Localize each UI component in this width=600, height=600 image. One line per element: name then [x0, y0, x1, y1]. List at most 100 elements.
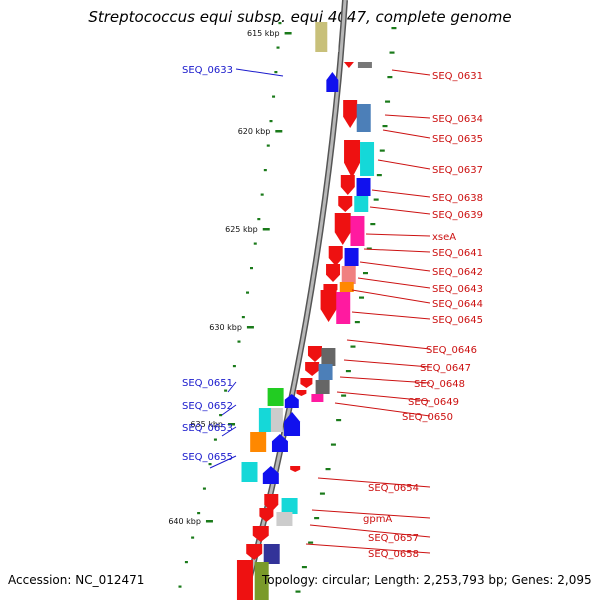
gene-arrow-reverse — [307, 346, 322, 362]
gene-arrow-reverse — [334, 213, 351, 245]
major-tick — [228, 423, 236, 426]
gene-label: SEQ_0649 — [408, 397, 459, 408]
leader-line — [235, 68, 284, 77]
kbp-marker-label: 630 kbp — [209, 323, 242, 332]
gene-label: SEQ_0658 — [368, 549, 419, 560]
topology-text: Topology: circular; Length: 2,253,793 bp… — [262, 573, 592, 587]
inner-tick — [253, 242, 257, 245]
inner-tick — [263, 169, 267, 172]
gene-block — [270, 408, 283, 432]
gene-label: SEQ_0645 — [432, 315, 483, 326]
gene-label: SEQ_0651 — [182, 378, 233, 389]
gene-block — [336, 292, 351, 324]
inner-tick — [249, 267, 253, 270]
outer-tick — [382, 125, 388, 128]
leader-line — [359, 261, 431, 272]
outer-tick — [359, 296, 365, 299]
gene-arrow-reverse — [296, 390, 307, 396]
gene-arrow-forward — [271, 434, 288, 452]
gene-block — [328, 22, 339, 52]
leader-line — [311, 509, 431, 519]
gene-block — [356, 104, 371, 132]
inner-tick — [260, 193, 264, 196]
gene-arrow-reverse — [328, 246, 343, 266]
gene-block — [341, 266, 356, 284]
leader-line — [339, 376, 431, 384]
outer-tick — [373, 198, 379, 201]
gene-label: SEQ_0657 — [368, 533, 419, 544]
outer-tick — [295, 590, 301, 593]
outer-tick — [341, 394, 347, 397]
inner-tick — [213, 438, 217, 441]
gene-arrow-reverse — [305, 362, 320, 376]
outer-tick — [308, 541, 314, 544]
gene-label: SEQ_0653 — [182, 423, 233, 434]
outer-tick — [319, 492, 325, 495]
inner-tick — [278, 22, 282, 25]
outer-tick — [362, 272, 368, 275]
gene-arrow-reverse — [264, 494, 279, 512]
outer-tick — [330, 443, 336, 446]
gene-block — [281, 498, 298, 514]
gene-label: SEQ_0641 — [432, 248, 483, 259]
gene-label: SEQ_0650 — [402, 412, 453, 423]
inner-tick — [272, 95, 276, 98]
outer-tick — [325, 468, 331, 471]
outer-tick — [366, 247, 372, 250]
gene-arrow-reverse — [300, 378, 313, 388]
leader-line — [209, 455, 237, 469]
gene-block — [315, 380, 330, 394]
outer-tick — [391, 27, 397, 30]
gene-label: SEQ_0642 — [432, 267, 483, 278]
inner-tick — [237, 340, 241, 343]
tick-marks: 615 kbp 620 kbp 625 kbp 630 kbp 635 kbp 640 k… — [168, 22, 397, 593]
gene-block — [311, 394, 324, 402]
inner-tick — [257, 218, 261, 221]
gene-arrow-forward — [284, 412, 301, 436]
gene-label: SEQ_0646 — [426, 345, 477, 356]
inner-tick — [202, 487, 206, 490]
leader-line — [346, 339, 431, 350]
gene-arrow-forward — [326, 72, 339, 92]
inner-tick — [232, 365, 236, 368]
leader-line — [334, 402, 431, 417]
leader-line — [317, 477, 431, 488]
inner-tick — [184, 561, 188, 564]
gene-block — [339, 282, 354, 292]
gene-block — [254, 562, 269, 600]
gene-label: SEQ_0634 — [432, 114, 483, 125]
inner-tick — [274, 71, 278, 74]
gene-arrow-reverse — [343, 100, 358, 128]
inner-tick — [276, 46, 280, 49]
gene-arrow-reverse — [326, 264, 341, 282]
inner-tick — [197, 512, 201, 515]
leader-line — [305, 543, 431, 554]
leader-line — [391, 69, 431, 76]
gene-block — [350, 216, 365, 246]
gene-arrow-reverse — [320, 290, 337, 322]
gene-block — [315, 22, 328, 52]
major-tick — [205, 520, 213, 523]
leader-line — [351, 289, 431, 304]
gene-block — [236, 560, 253, 600]
outer-tick — [370, 223, 376, 226]
gene-block — [250, 432, 267, 452]
leader-line — [227, 381, 237, 393]
major-tick — [284, 32, 292, 35]
gene-block — [360, 142, 375, 176]
outer-tick — [387, 76, 393, 79]
gene-block — [344, 248, 359, 266]
gene-label: SEQ_0635 — [432, 134, 483, 145]
gene-arrow-forward — [262, 466, 279, 484]
leader-line — [351, 311, 431, 320]
leader-line — [336, 391, 431, 402]
gene-block — [241, 462, 258, 482]
gene-label: SEQ_0652 — [182, 401, 233, 412]
outer-tick — [336, 419, 342, 422]
inner-tick — [191, 536, 195, 539]
gene-label: SEQ_0639 — [432, 210, 483, 221]
map-title: Streptococcus equi subsp. equi 4047, com… — [88, 8, 512, 26]
gene-block — [276, 512, 293, 526]
gene-label: gpmA — [363, 514, 392, 525]
